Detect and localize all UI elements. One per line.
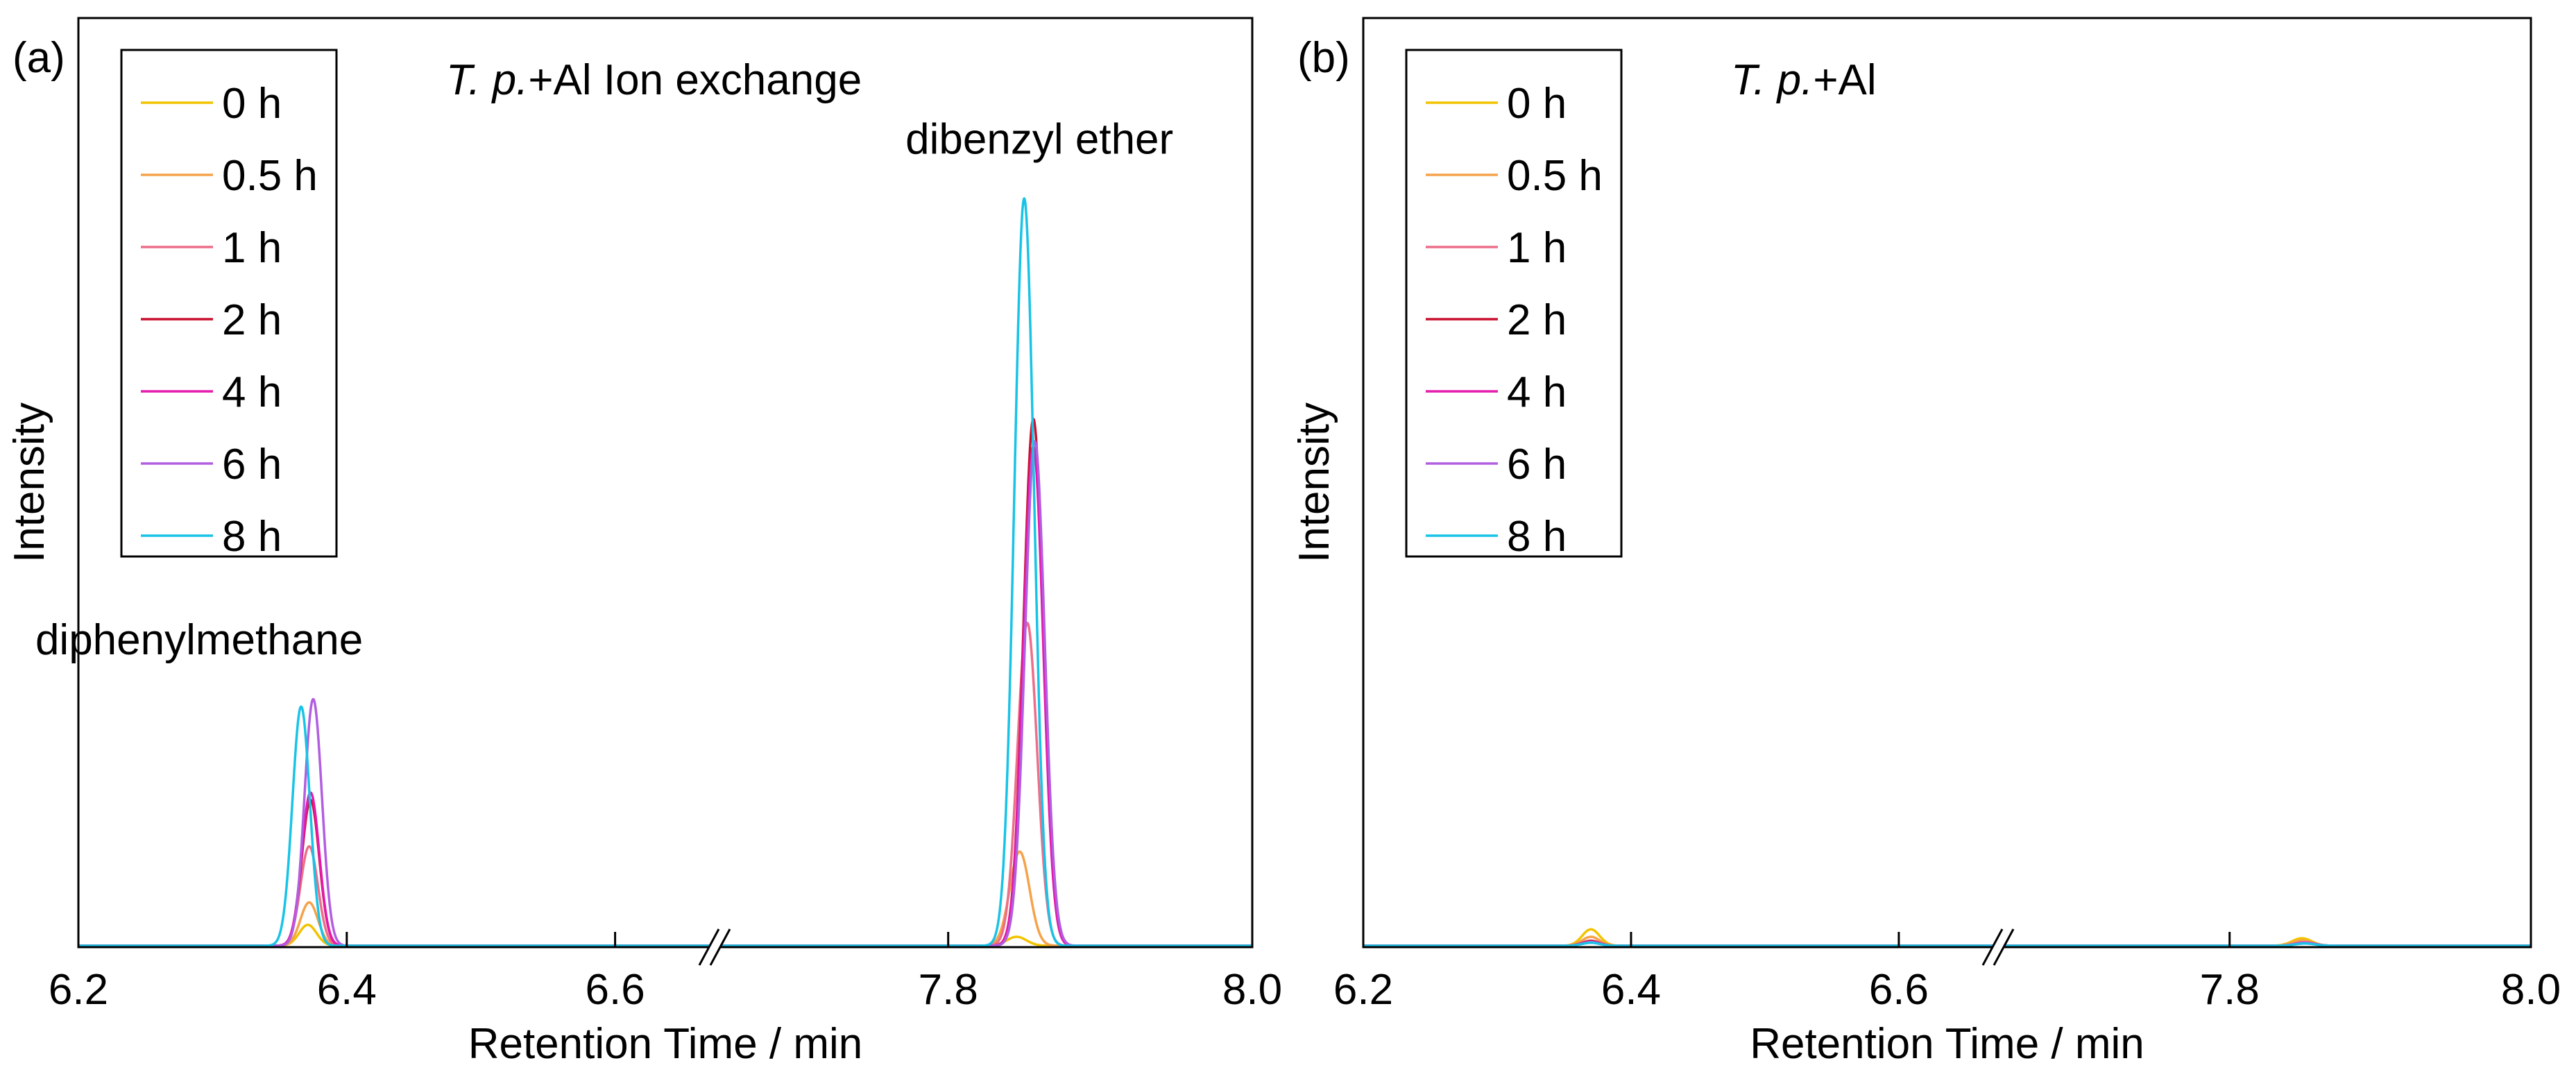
plot-frame bbox=[77, 17, 1254, 949]
legend-entry: 4 h bbox=[141, 368, 282, 416]
legend-label: 4 h bbox=[222, 368, 282, 416]
x-axis-ticks: 6.2 6.4 6.6 7.8 8.0 bbox=[1333, 932, 2561, 1014]
legend-label: 1 h bbox=[1507, 224, 1567, 272]
legend-entry: 0.5 h bbox=[141, 152, 318, 200]
x-axis-label: Retention Time / min bbox=[468, 1020, 863, 1068]
legend-label: 1 h bbox=[222, 224, 282, 272]
axis-break-slash bbox=[1981, 928, 2004, 966]
x-tick-label: 8.0 bbox=[2501, 966, 2561, 1014]
x-tick-label: 8.0 bbox=[1222, 966, 1282, 1014]
y-axis-label: Intensity bbox=[1290, 402, 1338, 563]
panel-label: (a) bbox=[12, 34, 65, 82]
legend-box bbox=[1405, 49, 1623, 558]
legend-entry: 1 h bbox=[141, 224, 282, 272]
legend-label: 8 h bbox=[222, 513, 282, 561]
legend-entry: 8 h bbox=[1426, 513, 1567, 561]
legend-label: 0 h bbox=[222, 80, 282, 128]
legend: 0 h 0.5 h 1 h 2 h 4 h 6 h 8 h bbox=[120, 49, 338, 561]
axis-break-slash bbox=[709, 928, 731, 966]
legend-label: 2 h bbox=[1507, 296, 1567, 344]
annotation-diphenylmethane: diphenylmethane bbox=[35, 616, 363, 664]
axis-break-slash bbox=[1993, 928, 2015, 966]
legend-entry: 2 h bbox=[141, 296, 282, 344]
x-tick-label: 6.4 bbox=[1601, 966, 1661, 1014]
legend-label: 2 h bbox=[222, 296, 282, 344]
x-tick-label: 6.6 bbox=[1869, 966, 1929, 1014]
series-line-8-h bbox=[77, 197, 1254, 947]
legend-entry: 4 h bbox=[1426, 368, 1567, 416]
axis-break bbox=[1981, 928, 2015, 966]
x-tick-label: 6.2 bbox=[1333, 966, 1393, 1014]
axis-break bbox=[698, 928, 731, 966]
axis-break-slash bbox=[698, 928, 720, 966]
legend-label: 0.5 h bbox=[1507, 152, 1603, 200]
y-axis-label: Intensity bbox=[6, 402, 53, 563]
legend-entry: 6 h bbox=[141, 441, 282, 488]
chart-title-species: T. p. bbox=[446, 56, 528, 104]
legend-entry: 0 h bbox=[1426, 80, 1567, 128]
x-tick-label: 7.8 bbox=[919, 966, 978, 1014]
legend-label: 0 h bbox=[1507, 80, 1567, 128]
legend-entry: 6 h bbox=[1426, 441, 1567, 488]
legend-entry: 0.5 h bbox=[1426, 152, 1603, 200]
legend-label: 8 h bbox=[1507, 513, 1567, 561]
series-line-8-h bbox=[1362, 941, 2532, 947]
series-layer bbox=[1362, 928, 2532, 947]
annotation-dibenzyl-ether: dibenzyl ether bbox=[905, 115, 1173, 163]
x-tick-label: 6.2 bbox=[49, 966, 108, 1014]
legend-label: 4 h bbox=[1507, 368, 1567, 416]
legend-entry: 0 h bbox=[141, 80, 282, 128]
x-axis-ticks: 6.2 6.4 6.6 7.8 8.0 bbox=[49, 932, 1282, 1014]
legend-entry: 2 h bbox=[1426, 296, 1567, 344]
legend-label: 6 h bbox=[222, 441, 282, 488]
chart-title-treatment: +Al Ion exchange bbox=[528, 56, 862, 104]
x-axis-label: Retention Time / min bbox=[1750, 1020, 2144, 1068]
legend-entry: 8 h bbox=[141, 513, 282, 561]
chart-title: T. p.+Al Ion exchange bbox=[446, 56, 862, 104]
panel-label: (b) bbox=[1297, 34, 1350, 82]
axis-break-gap bbox=[1993, 943, 2004, 951]
chart-panel-b: (b) T. p.+Al Intensity Retention Time / … bbox=[1290, 17, 2561, 1068]
legend-box bbox=[120, 49, 338, 558]
axis-break-gap bbox=[709, 943, 720, 951]
chart-title-treatment: +Al bbox=[1813, 56, 1876, 104]
legend-label: 6 h bbox=[1507, 441, 1567, 488]
chart-title: T. p.+Al bbox=[1731, 56, 1877, 104]
series-layer bbox=[77, 197, 1254, 947]
x-tick-label: 6.6 bbox=[586, 966, 645, 1014]
plot-frame bbox=[1362, 17, 2532, 949]
x-tick-label: 7.8 bbox=[2200, 966, 2260, 1014]
legend-label: 0.5 h bbox=[222, 152, 318, 200]
x-tick-label: 6.4 bbox=[317, 966, 377, 1014]
chart-title-species: T. p. bbox=[1731, 56, 1813, 104]
legend: 0 h 0.5 h 1 h 2 h 4 h 6 h 8 h bbox=[1405, 49, 1623, 561]
chart-panel-a: (a) T. p.+Al Ion exchange Intensity Rete… bbox=[6, 17, 1282, 1068]
legend-entry: 1 h bbox=[1426, 224, 1567, 272]
